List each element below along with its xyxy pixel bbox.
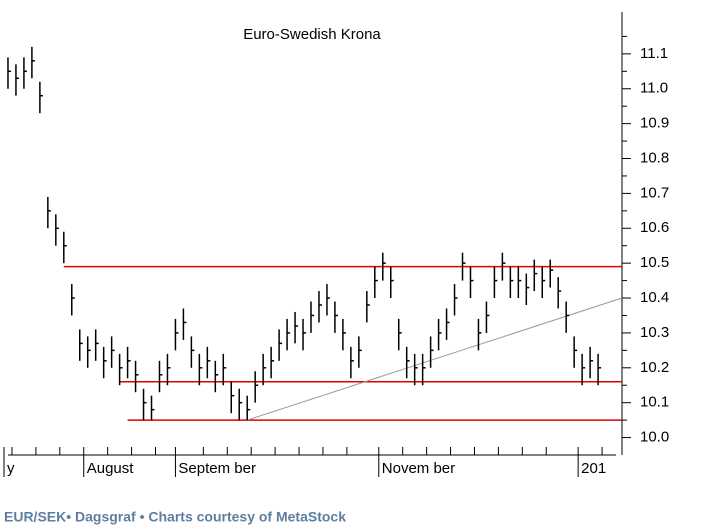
x-tick-label: August [87, 460, 135, 477]
y-tick-label: 10.6 [640, 219, 669, 236]
y-tick-label: 10.2 [640, 359, 669, 376]
y-tick-label: 10.8 [640, 149, 669, 166]
y-tick-label: 10.7 [640, 184, 669, 201]
y-tick-label: 10.3 [640, 324, 669, 341]
y-tick-label: 10.0 [640, 429, 669, 446]
trend-line [247, 297, 623, 421]
y-tick-label: 10.1 [640, 394, 669, 411]
x-tick-label: Novem ber [382, 460, 455, 477]
y-tick-label: 10.4 [640, 289, 669, 306]
y-tick-label: 10.9 [640, 115, 669, 132]
x-tick-label: 201 [581, 460, 606, 477]
y-tick-label: 10.5 [640, 254, 669, 271]
x-tick-label: Septem ber [178, 460, 256, 477]
caption: EUR/SEK• Dagsgraf • Charts courtesy of M… [4, 509, 346, 525]
chart-title: Euro-Swedish Krona [243, 26, 381, 43]
y-tick-label: 11.0 [640, 80, 668, 97]
y-tick-label: 11.1 [640, 45, 668, 62]
x-tick-label: y [7, 460, 15, 477]
